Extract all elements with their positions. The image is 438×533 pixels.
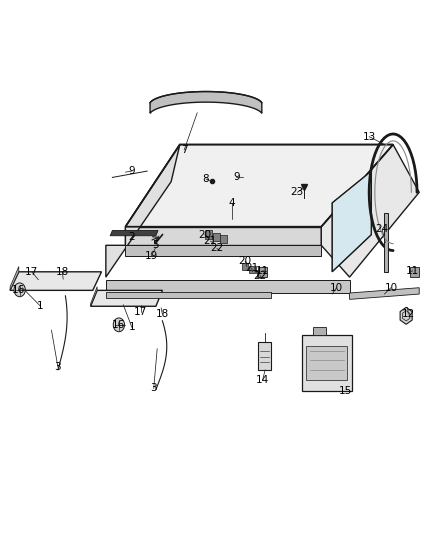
Polygon shape: [110, 230, 158, 236]
Polygon shape: [258, 342, 271, 370]
Text: 22: 22: [254, 271, 267, 280]
Text: 5: 5: [152, 240, 159, 251]
Text: 22: 22: [210, 244, 223, 254]
Text: 18: 18: [156, 309, 169, 319]
Text: 10: 10: [330, 282, 343, 293]
Text: 4: 4: [229, 198, 235, 208]
Polygon shape: [257, 270, 263, 277]
Text: 1: 1: [129, 322, 135, 333]
Text: 17: 17: [134, 306, 147, 317]
Polygon shape: [250, 266, 255, 273]
Text: 15: 15: [339, 386, 352, 396]
Circle shape: [113, 318, 124, 332]
Polygon shape: [10, 272, 102, 290]
Polygon shape: [106, 144, 180, 277]
Text: 8: 8: [203, 174, 209, 184]
Polygon shape: [321, 144, 419, 277]
Text: 20: 20: [239, 256, 252, 266]
Text: 12: 12: [402, 309, 415, 319]
Text: 23: 23: [291, 187, 304, 197]
Polygon shape: [150, 92, 262, 114]
Polygon shape: [258, 266, 267, 277]
Text: 1: 1: [37, 301, 44, 311]
Text: 18: 18: [56, 267, 69, 277]
Text: 9: 9: [233, 172, 240, 182]
Text: 3: 3: [55, 362, 61, 372]
Text: 19: 19: [145, 251, 158, 261]
Polygon shape: [306, 346, 347, 381]
Polygon shape: [385, 214, 388, 272]
Polygon shape: [332, 171, 371, 272]
Text: 10: 10: [385, 282, 397, 293]
Polygon shape: [91, 287, 97, 306]
Polygon shape: [313, 327, 325, 335]
Text: 2: 2: [129, 232, 135, 243]
Text: 3: 3: [150, 383, 157, 393]
Polygon shape: [220, 235, 227, 243]
Polygon shape: [106, 292, 271, 298]
Polygon shape: [213, 232, 220, 241]
Polygon shape: [410, 266, 419, 277]
Polygon shape: [242, 263, 248, 270]
Polygon shape: [10, 266, 19, 290]
Polygon shape: [106, 280, 350, 293]
Circle shape: [14, 283, 25, 297]
Text: 16: 16: [12, 285, 25, 295]
Polygon shape: [400, 308, 412, 324]
Text: 11: 11: [256, 266, 269, 276]
Text: 17: 17: [25, 267, 39, 277]
Text: 16: 16: [112, 320, 126, 330]
Polygon shape: [125, 144, 393, 227]
Text: 20: 20: [198, 230, 211, 240]
Polygon shape: [125, 227, 321, 245]
Text: 21: 21: [204, 236, 217, 246]
Polygon shape: [302, 335, 352, 391]
Text: 9: 9: [129, 166, 135, 176]
Text: 21: 21: [245, 263, 258, 273]
Polygon shape: [205, 230, 212, 239]
Text: 24: 24: [375, 224, 389, 235]
Polygon shape: [91, 290, 162, 306]
Polygon shape: [350, 288, 419, 300]
Text: 7: 7: [181, 145, 187, 155]
Polygon shape: [125, 245, 321, 256]
Text: 13: 13: [363, 132, 376, 142]
Text: 14: 14: [256, 375, 269, 385]
Text: 11: 11: [406, 266, 419, 276]
